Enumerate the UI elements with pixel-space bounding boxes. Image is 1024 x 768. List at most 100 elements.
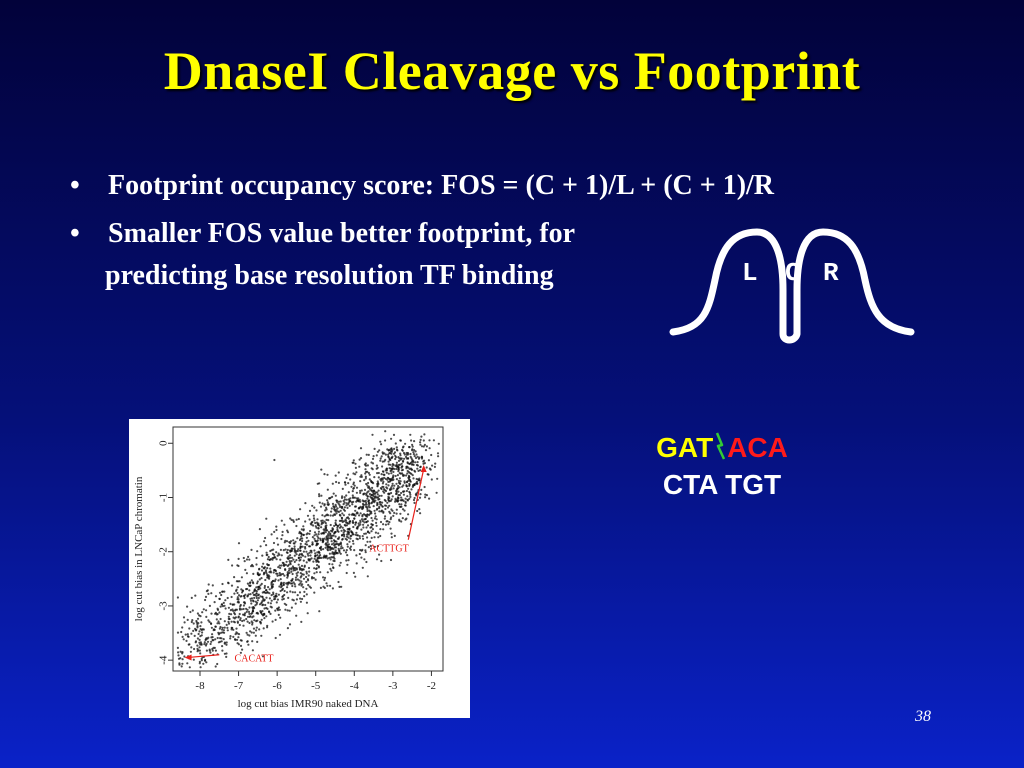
scatter-point [297,548,300,551]
scatter-point [298,583,301,586]
scatter-point [333,513,337,516]
scatter-point [408,446,411,449]
scatter-point [184,633,187,636]
scatter-point [353,517,356,520]
scatter-point [298,579,301,582]
scatter-point [395,492,398,495]
scatter-point [313,519,316,522]
scatter-point [381,465,384,468]
scatter-point [322,532,325,535]
scatter-point [412,498,416,502]
scatter-point [246,620,249,623]
scatter-point [354,523,357,526]
scatter-point [299,556,303,559]
scatter-point [293,560,296,563]
scatter-point [408,462,412,465]
scatter-point [374,515,377,518]
scatter-point [397,470,400,473]
scatter-point [280,537,283,541]
scatter-point [289,517,292,520]
scatter-point [220,593,223,597]
scatter-point [387,484,390,487]
scatter-point [367,471,370,475]
scatter-point [239,644,243,647]
scatter-point [387,453,390,456]
scatter-point [281,595,284,598]
scatter-point [267,610,271,613]
scatter-point [237,615,240,618]
page-number: 38 [915,708,931,725]
scatter-point [257,585,260,589]
scatter-point [288,567,291,570]
scatter-point [366,497,369,500]
scatter-point [198,662,201,665]
scatter-point [233,638,237,641]
scatter-point [307,579,310,582]
scatter-point [275,572,278,575]
scatter-point [299,576,302,579]
scatter-point [405,474,408,477]
scatter-point [377,498,380,501]
scatter-point [274,556,277,559]
scatter-point [187,643,190,646]
scatter-point [337,481,340,484]
scatter-point [340,516,343,519]
scatter-point [385,486,388,489]
scatter-point [367,500,370,503]
annotation-label: ACTTGT [369,544,408,555]
scatter-point [338,513,341,516]
scatter-point [203,641,206,644]
scatter-point [379,520,383,524]
y-tick-label: -3 [158,601,170,611]
scatter-point [292,599,295,602]
scatter-point [422,439,425,442]
scatter-point [231,608,234,611]
scatter-point [334,543,337,546]
scatter-point [254,604,257,607]
scatter-point [378,553,381,556]
scatter-point [277,593,280,596]
scatter-point [324,543,327,546]
scatter-point [370,526,373,529]
scatter-point [423,485,426,489]
scatter-point [389,467,392,470]
scatter-point [192,622,195,625]
scatter-point [354,462,357,465]
scatter-point [330,540,333,543]
scatter-point [403,481,406,484]
scatter-point [355,486,359,489]
scatter-point [251,623,254,626]
scatter-point [392,514,395,517]
scatter-point [181,652,184,655]
scatter-point [261,604,264,607]
scatter-point [220,631,223,634]
scatter-point [225,643,228,646]
scatter-point [341,487,344,490]
scatter-point [378,501,381,504]
scatter-point [384,489,388,493]
scatter-point [360,474,363,477]
scatter-points [176,430,440,669]
scatter-point [287,563,290,566]
scatter-point [266,591,269,594]
scatter-point [437,442,440,445]
scatter-point [346,554,349,557]
scatter-point [330,510,333,513]
scatter-point [295,518,298,521]
scatter-point [250,597,254,600]
scatter-point [219,605,222,608]
scatter-point [413,449,416,452]
scatter-point [277,613,280,616]
scatter-point [367,481,370,485]
scatter-point [292,519,295,522]
scatter-point [196,612,199,615]
scatter-point [396,487,400,490]
scatter-point [267,555,270,559]
scatter-point [254,634,257,637]
scatter-point [393,534,396,537]
scatter-point [405,481,408,484]
scatter-point [271,580,274,583]
scatter-point [230,584,234,587]
scatter-point [400,457,403,460]
scatter-point [380,494,383,497]
